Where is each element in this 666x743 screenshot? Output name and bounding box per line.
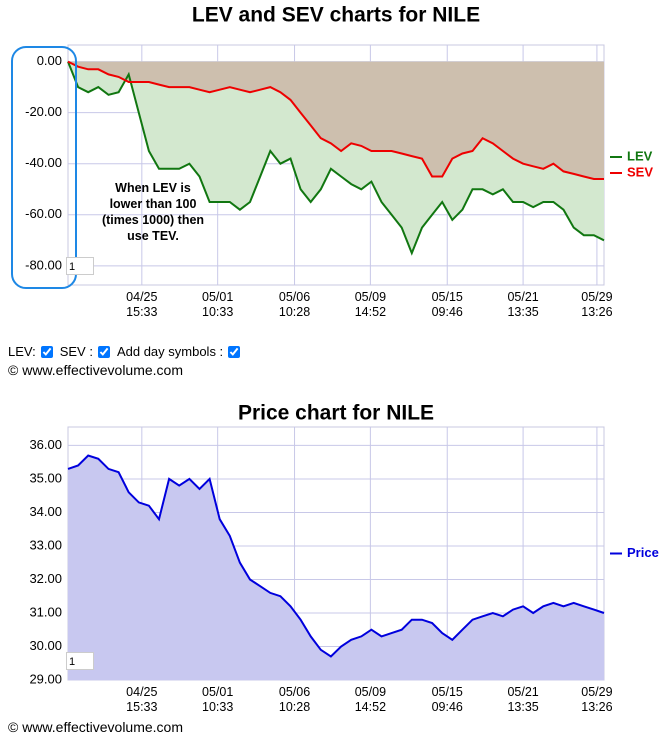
area-fill (68, 61, 604, 179)
x-tick-label: 04/25 15:33 (126, 290, 158, 319)
lev-label: LEV: (8, 344, 36, 359)
legend-label: Price (627, 545, 659, 560)
y-tick-label: 32.00 (29, 571, 62, 586)
x-tick-label: 05/01 10:33 (202, 290, 234, 319)
footer: © www.effectivevolume.com (8, 362, 184, 378)
x-tick-label: 05/21 13:35 (507, 685, 539, 714)
sev-checkbox[interactable] (97, 345, 110, 358)
controls: LEV: SEV : Add day symbols : (8, 344, 244, 359)
y-tick-label: 34.00 (29, 504, 62, 519)
x-tick-label: 05/29 13:26 (581, 290, 613, 319)
x-tick-label: 04/25 15:33 (126, 685, 158, 714)
x-tick-label: 05/15 09:46 (431, 290, 463, 319)
highlight-ring (11, 46, 77, 289)
zoom-box: 1 (66, 257, 94, 275)
day-checkbox[interactable] (228, 345, 241, 358)
y-tick-label: 35.00 (29, 470, 62, 485)
footer: © www.effectivevolume.com (8, 719, 184, 735)
series-line (67, 454, 605, 658)
annotation: When LEV is lower than 100 (times 1000) … (101, 181, 205, 243)
y-tick-label: 29.00 (29, 671, 62, 686)
chart-title: LEV and SEV charts for NILE (192, 4, 480, 27)
y-tick-label: -60.00 (25, 206, 62, 221)
x-tick-label: 05/29 13:26 (581, 685, 613, 714)
y-tick-label: 30.00 (29, 638, 62, 653)
x-tick-label: 05/01 10:33 (202, 685, 234, 714)
x-tick-label: 05/09 14:52 (354, 290, 387, 319)
sev-label: SEV : (59, 344, 93, 359)
y-tick-label: -20.00 (25, 104, 62, 119)
series-line (67, 61, 605, 256)
chart-title: Price chart for NILE (238, 402, 434, 425)
day-label: Add day symbols : (116, 344, 224, 359)
series-line (67, 60, 604, 180)
lev-checkbox[interactable] (40, 345, 53, 358)
y-tick-label: 33.00 (29, 537, 62, 552)
legend-label: SEV (627, 164, 653, 179)
x-tick-label: 05/15 09:46 (431, 685, 463, 714)
y-tick-label: 31.00 (29, 604, 62, 619)
zoom-box: 1 (66, 652, 94, 670)
x-tick-label: 05/06 10:28 (278, 290, 311, 319)
y-tick-label: -40.00 (25, 155, 62, 170)
area-fill (68, 455, 604, 680)
x-tick-label: 05/21 13:35 (507, 290, 539, 319)
legend-label: LEV (627, 148, 653, 163)
y-tick-label: -80.00 (25, 257, 62, 272)
y-tick-label: 36.00 (29, 437, 62, 452)
x-tick-label: 05/06 10:28 (278, 685, 311, 714)
y-tick-label: 0.00 (37, 53, 62, 68)
x-tick-label: 05/09 14:52 (354, 685, 387, 714)
